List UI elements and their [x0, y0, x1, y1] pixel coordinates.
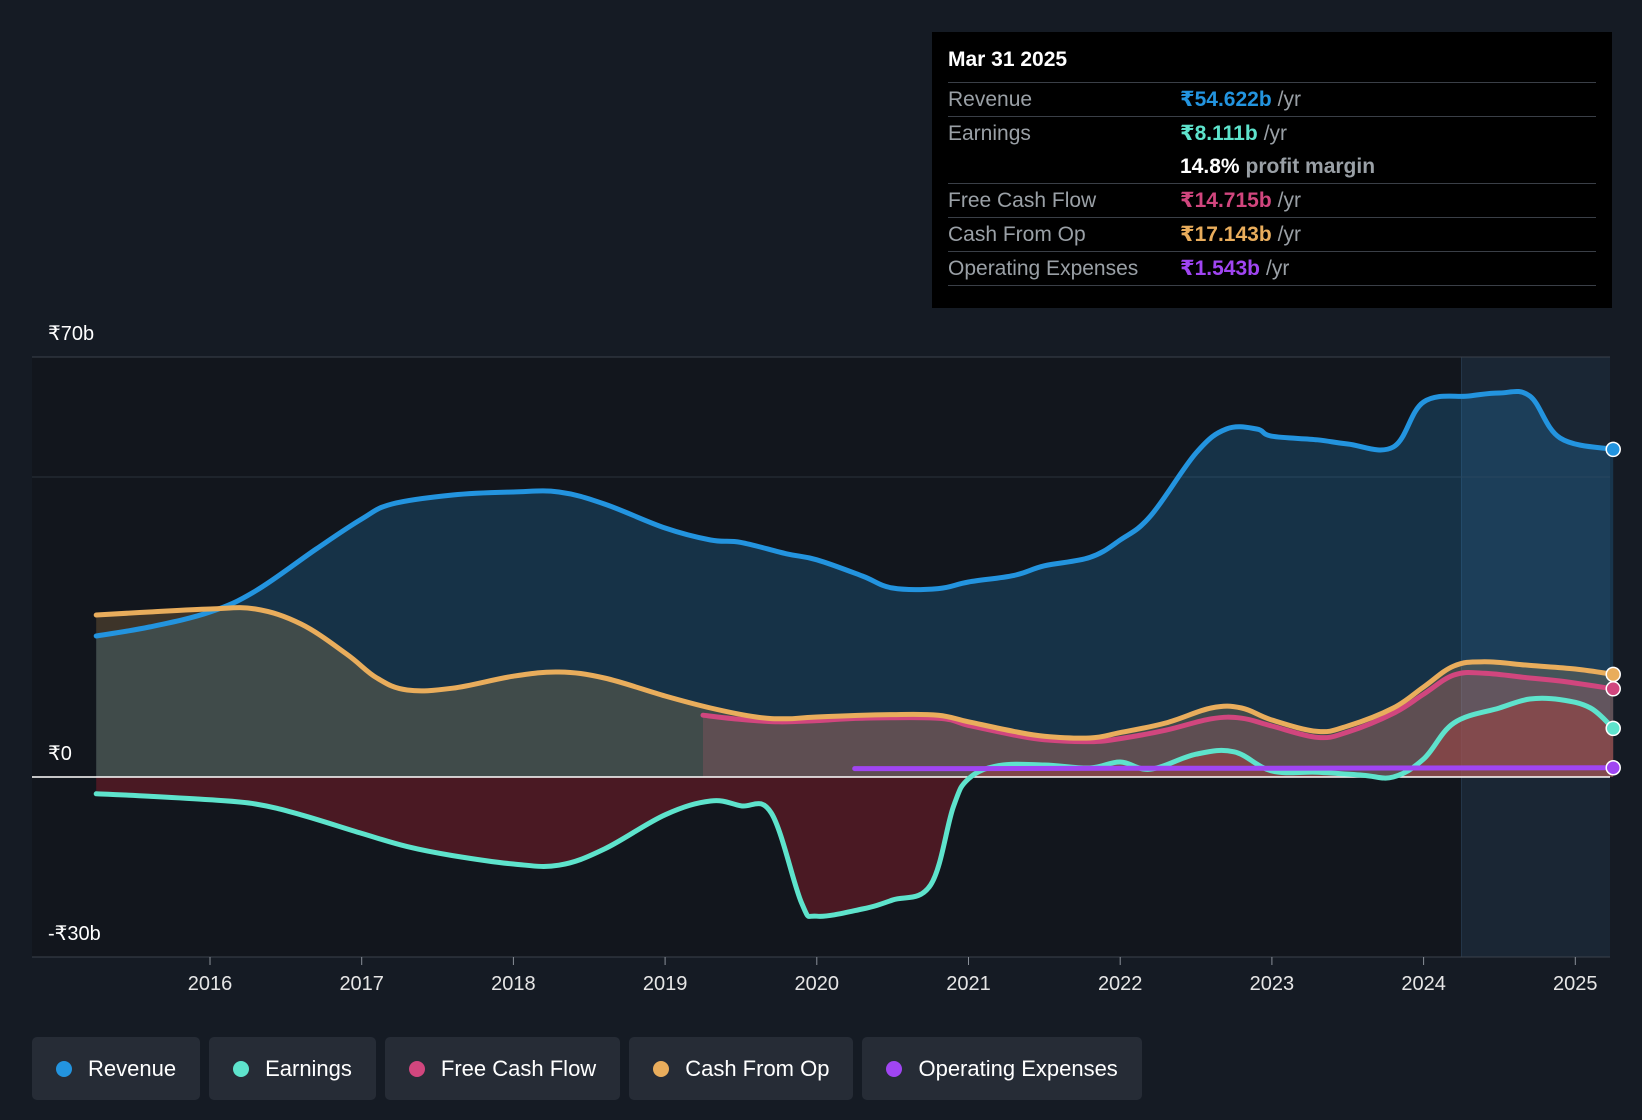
legend-item-free-cash-flow[interactable]: Free Cash Flow — [384, 1037, 621, 1100]
endpoint-earnings — [1605, 720, 1621, 737]
series-endpoints — [1605, 441, 1621, 776]
legend-label: Earnings — [265, 1055, 352, 1081]
legend-label: Revenue — [88, 1055, 177, 1081]
profit-margin-value: 14.8% — [1180, 155, 1240, 178]
x-axis-ticks: 2016 2017 2018 2019 2020 2021 2022 2023 2024 2025 — [188, 957, 1598, 995]
line-fcf — [700, 669, 1616, 745]
tooltip-row-cfo: Cash From Op ₹17.143b/yr — [948, 218, 1596, 252]
x-tick-label: 2019 — [643, 973, 688, 995]
legend-item-earnings[interactable]: Earnings — [209, 1037, 376, 1100]
tooltip-label: Revenue — [948, 88, 1033, 111]
tooltip-value: ₹8.111b — [1180, 122, 1258, 145]
area-fcf — [703, 672, 1614, 777]
tooltip-label: Operating Expenses — [948, 257, 1139, 280]
x-tick-label: 2018 — [491, 973, 536, 995]
endpoint-opex — [1605, 760, 1621, 776]
tooltip-unit: /yr — [1263, 122, 1288, 145]
legend-dot-icon — [653, 1060, 670, 1077]
tooltip-label: Earnings — [948, 122, 1031, 145]
area-revenue — [96, 391, 1614, 777]
y-axis-zero-label: ₹0 — [48, 743, 72, 765]
y-axis-top-label: ₹70b — [48, 323, 94, 345]
x-tick-label: 2022 — [1098, 973, 1143, 995]
gridlines — [32, 356, 1610, 958]
line-revenue — [93, 388, 1616, 639]
profit-margin-label: profit margin — [1245, 155, 1376, 178]
legend: Revenue Earnings Free Cash Flow Cash Fro… — [32, 1037, 1142, 1100]
tooltip: Mar 31 2025 Revenue ₹54.622b/yr Earnings… — [932, 32, 1612, 308]
legend-item-cash-from-op[interactable]: Cash From Op — [629, 1037, 854, 1100]
tooltip-unit: /yr — [1266, 257, 1290, 280]
tooltip-value: ₹17.143b — [1180, 223, 1272, 246]
tooltip-row-earnings: Earnings ₹8.111b/yr — [948, 117, 1596, 150]
x-tick-label: 2016 — [188, 973, 233, 995]
x-tick-label: 2025 — [1553, 973, 1598, 995]
legend-label: Operating Expenses — [918, 1055, 1118, 1081]
tooltip-value: ₹1.543b — [1180, 257, 1260, 280]
tooltip-unit: /yr — [1277, 189, 1301, 212]
legend-label: Free Cash Flow — [440, 1055, 597, 1081]
x-tick-label: 2017 — [339, 973, 384, 995]
tooltip-row-revenue: Revenue ₹54.622b/yr — [948, 83, 1596, 117]
line-cfo — [93, 605, 1616, 741]
x-tick-label: 2020 — [795, 973, 840, 995]
endpoint-fcf — [1605, 681, 1621, 697]
legend-label: Cash From Op — [685, 1055, 830, 1081]
area-cfo — [96, 607, 1614, 777]
x-tick-label: 2021 — [946, 973, 991, 995]
tooltip-date: Mar 31 2025 — [948, 46, 1596, 83]
legend-item-revenue[interactable]: Revenue — [32, 1037, 201, 1100]
tooltip-label: Free Cash Flow — [948, 189, 1097, 212]
legend-dot-icon — [233, 1060, 250, 1077]
tooltip-value: ₹14.715b — [1180, 189, 1272, 212]
legend-item-operating-expenses[interactable]: Operating Expenses — [862, 1037, 1142, 1100]
line-opex — [852, 765, 1616, 772]
legend-dot-icon — [408, 1060, 425, 1077]
y-axis-bottom-label: -₹30b — [48, 923, 101, 945]
tooltip-label: Cash From Op — [948, 223, 1086, 246]
line-earnings — [93, 695, 1616, 919]
forecast-region — [1461, 357, 1610, 957]
endpoint-revenue — [1605, 441, 1621, 458]
tooltip-unit: /yr — [1277, 88, 1301, 111]
tooltip-row-margin: 14.8% profit margin — [948, 150, 1596, 184]
tooltip-row-opex: Operating Expenses ₹1.543b/yr — [948, 252, 1596, 286]
tooltip-row-fcf: Free Cash Flow ₹14.715b/yr — [948, 184, 1596, 218]
x-tick-label: 2024 — [1401, 973, 1446, 995]
series-lines — [32, 388, 1616, 919]
x-tick-label: 2023 — [1250, 973, 1295, 995]
legend-dot-icon — [886, 1060, 903, 1077]
endpoint-cfo — [1605, 666, 1621, 683]
legend-dot-icon — [56, 1060, 72, 1077]
tooltip-value: ₹54.622b — [1180, 88, 1272, 111]
tooltip-unit: /yr — [1277, 223, 1301, 246]
